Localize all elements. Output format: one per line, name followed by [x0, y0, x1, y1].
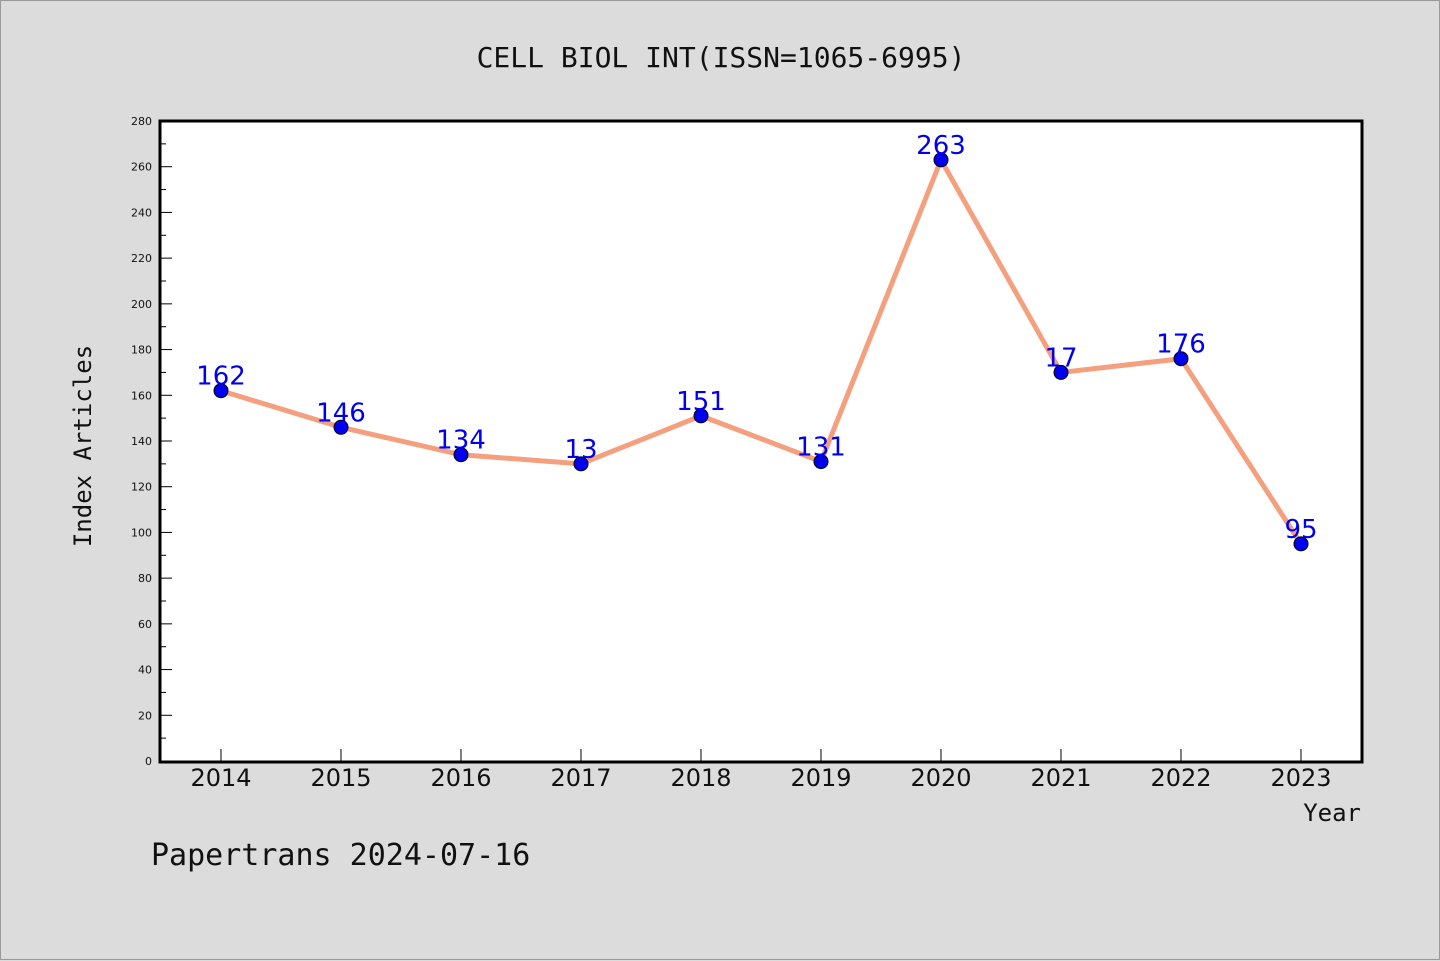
y-tick-label: 20 — [138, 709, 152, 722]
data-point — [573, 456, 589, 472]
y-tick-label: 160 — [131, 389, 152, 402]
y-axis-label: Index Articles — [69, 345, 97, 547]
data-labels: 162 146 134 13 151 131 263 17 176 95 — [196, 131, 1317, 545]
data-label: 95 — [1284, 515, 1317, 545]
x-tick-label: 2022 — [1150, 764, 1211, 792]
y-tick-label: 260 — [131, 161, 152, 174]
data-point — [813, 454, 829, 470]
y-tick-label: 220 — [131, 252, 152, 265]
data-point — [213, 383, 229, 399]
x-tick-label: 2019 — [790, 764, 851, 792]
series-line — [220, 157, 1304, 546]
x-tick-label: 2020 — [910, 764, 971, 792]
y-tick-label: 0 — [145, 755, 152, 768]
x-tick-label: 2017 — [550, 764, 611, 792]
x-axis-ticks: 2014 2015 2016 2017 2018 2019 2020 2021 2022 2023 — [190, 749, 1332, 792]
chart-title: CELL BIOL INT(ISSN=1065-6995) — [477, 41, 966, 74]
y-tick-label: 240 — [131, 206, 152, 219]
data-point — [333, 419, 349, 435]
data-label: 146 — [316, 398, 366, 428]
plot-area — [158, 119, 1364, 764]
data-point — [1293, 536, 1309, 552]
data-point — [453, 447, 469, 463]
y-tick-label: 140 — [131, 435, 152, 448]
x-tick-label: 2014 — [190, 764, 251, 792]
x-tick-label: 2018 — [670, 764, 731, 792]
x-tick-label: 2023 — [1270, 764, 1331, 792]
data-label: 263 — [916, 131, 966, 161]
data-point — [693, 408, 709, 424]
y-tick-label: 200 — [131, 298, 152, 311]
footer-watermark: Papertrans 2024-07-16 — [151, 838, 530, 873]
y-tick-label: 80 — [138, 572, 152, 585]
data-label: 151 — [676, 387, 726, 417]
data-label: 134 — [436, 426, 486, 456]
y-tick-label: 60 — [138, 618, 152, 631]
x-tick-label: 2021 — [1030, 764, 1091, 792]
data-markers — [213, 152, 1309, 552]
x-tick-label: 2016 — [430, 764, 491, 792]
series-line-group — [220, 157, 1304, 546]
data-point — [1053, 364, 1069, 380]
y-axis-ticks: 0 20 40 60 80 100 120 140 160 180 200 220 240 260 280 — [131, 115, 172, 768]
y-tick-label: 100 — [131, 526, 152, 539]
x-tick-label: 2015 — [310, 764, 371, 792]
y-tick-label: 280 — [131, 115, 152, 128]
y-tick-label: 40 — [138, 664, 152, 677]
data-label: 162 — [196, 362, 246, 392]
data-label: 131 — [796, 433, 846, 463]
data-label: 176 — [1156, 330, 1206, 360]
data-point — [1173, 351, 1189, 367]
data-label: 13 — [564, 435, 597, 465]
data-point — [933, 152, 949, 168]
y-tick-label: 120 — [131, 481, 152, 494]
x-axis-label: Year — [1303, 799, 1361, 827]
data-label: 17 — [1044, 343, 1077, 373]
y-tick-label: 180 — [131, 344, 152, 357]
